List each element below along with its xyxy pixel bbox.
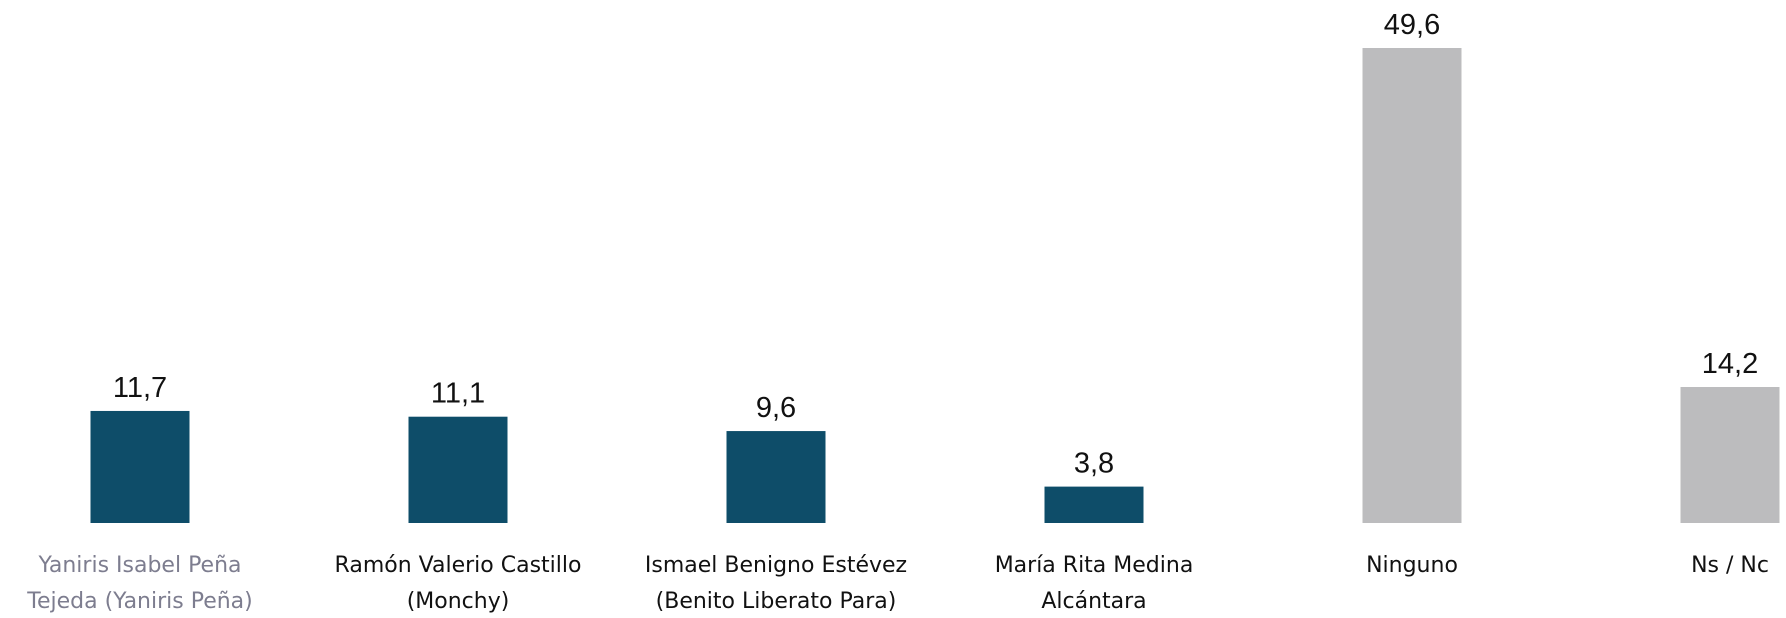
x-tick-label: Ismael Benigno Estévez (Benito Liberato P…: [645, 553, 907, 614]
value-label: 9,6: [756, 392, 796, 424]
x-tick-label-line: (Monchy): [407, 589, 510, 614]
bar: [90, 410, 190, 523]
bar: [726, 431, 826, 523]
value-label: 11,1: [431, 378, 485, 410]
value-label: 3,8: [1074, 448, 1114, 480]
x-tick-label-line: Ninguno: [1366, 553, 1458, 578]
x-tick-label-line: María Rita Medina: [995, 553, 1194, 578]
x-tick-label-line: Ramón Valerio Castillo: [335, 553, 582, 578]
bar: [1680, 387, 1780, 523]
value-label: 14,2: [1702, 348, 1758, 380]
bar: [1362, 48, 1462, 523]
x-tick-label-line: Yaniris Isabel Peña: [37, 553, 241, 578]
x-tick-label: Ns / Nc: [1691, 553, 1769, 578]
x-tick-label-line: (Benito Liberato Para): [656, 589, 897, 614]
value-label: 11,7: [113, 372, 167, 404]
value-label: 49,6: [1384, 9, 1440, 41]
x-tick-label: Yaniris Isabel Peña Tejeda (Yaniris Peña): [26, 553, 253, 614]
x-tick-label: Ninguno: [1366, 553, 1458, 578]
bar: [408, 416, 508, 523]
x-tick-label-line: Tejeda (Yaniris Peña): [26, 589, 253, 614]
x-tick-label: Ramón Valerio Castillo (Monchy): [335, 553, 582, 614]
x-tick-label-line: Ismael Benigno Estévez: [645, 553, 907, 578]
x-tick-label-line: Alcántara: [1041, 589, 1146, 614]
x-tick-label: María Rita Medina Alcántara: [995, 553, 1194, 614]
bar: [1044, 486, 1144, 523]
x-tick-label-line: Ns / Nc: [1691, 553, 1769, 578]
